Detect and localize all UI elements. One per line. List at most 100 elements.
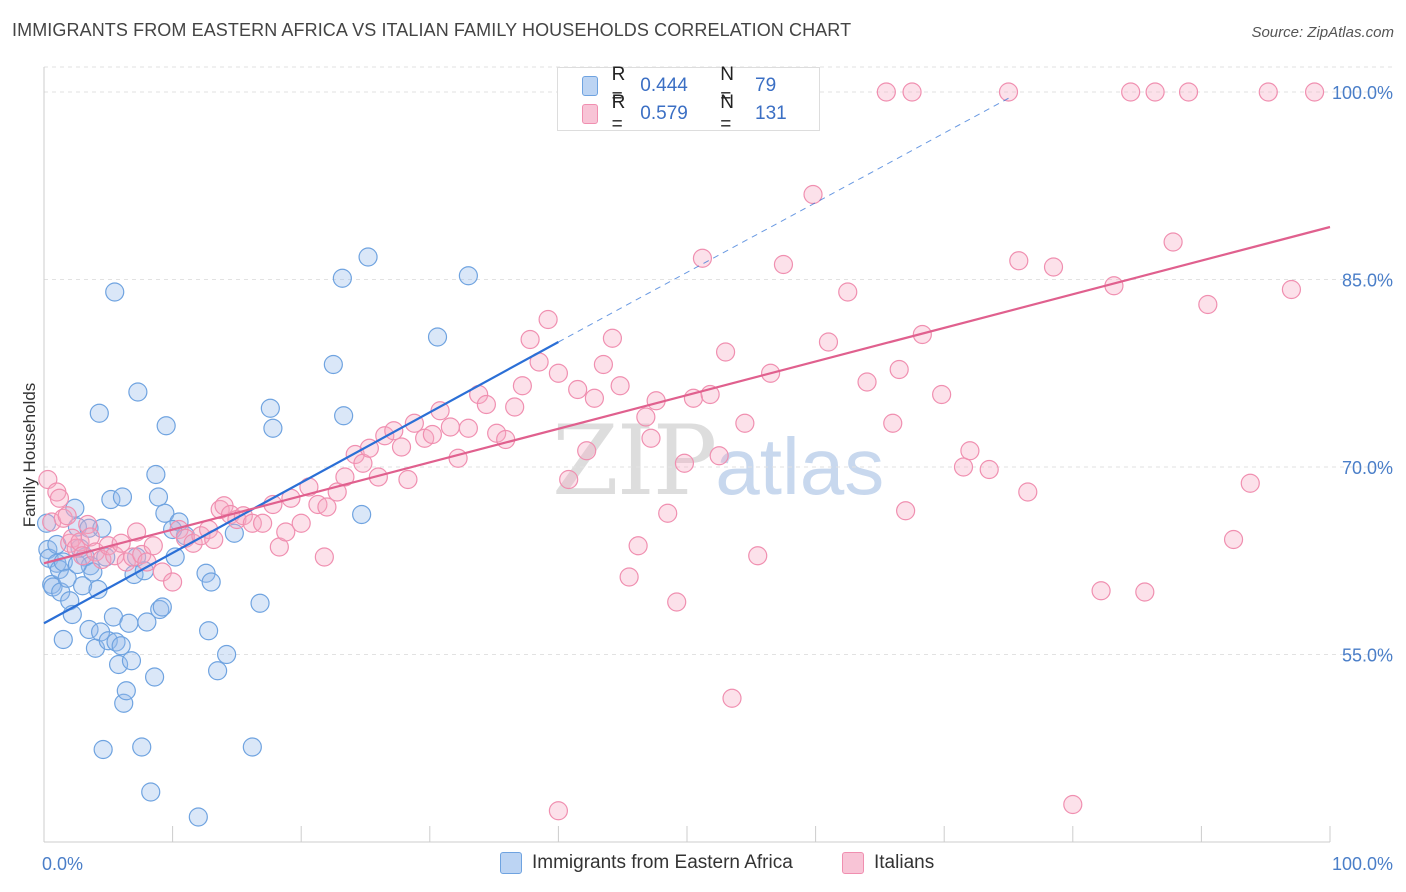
point-italians bbox=[902, 82, 922, 102]
point-italians bbox=[773, 254, 794, 275]
point-italians bbox=[143, 536, 163, 556]
point-eastern-africa bbox=[242, 737, 262, 757]
point-italians bbox=[593, 354, 614, 375]
point-eastern-africa bbox=[93, 739, 113, 760]
point-italians bbox=[49, 488, 70, 508]
legend-row-eastern-africa: R = 0.444 N = 79 bbox=[582, 64, 819, 107]
point-italians bbox=[116, 552, 136, 572]
point-eastern-africa bbox=[152, 597, 172, 617]
point-italians bbox=[568, 379, 588, 400]
point-italians bbox=[1163, 232, 1183, 252]
point-italians bbox=[692, 248, 713, 268]
point-eastern-africa bbox=[458, 266, 478, 286]
y-tick-label: 100.0% bbox=[1332, 83, 1393, 103]
point-eastern-africa bbox=[148, 487, 169, 507]
point-eastern-africa bbox=[260, 398, 280, 418]
point-eastern-africa bbox=[72, 576, 93, 596]
point-eastern-africa bbox=[141, 782, 161, 802]
point-italians bbox=[1258, 82, 1278, 102]
point-eastern-africa bbox=[114, 693, 134, 713]
point-italians bbox=[636, 407, 656, 427]
point-italians bbox=[476, 394, 496, 415]
point-italians bbox=[60, 533, 80, 553]
bottom-legend-swatch-blue bbox=[500, 852, 522, 874]
point-italians bbox=[1145, 82, 1165, 102]
point-italians bbox=[1018, 482, 1038, 502]
source-label: Source: ZipAtlas.com bbox=[1251, 24, 1394, 41]
point-italians bbox=[735, 413, 755, 433]
x-tick-label-min: 0.0% bbox=[42, 854, 83, 874]
point-italians bbox=[838, 282, 858, 302]
point-eastern-africa bbox=[106, 632, 126, 652]
point-eastern-africa bbox=[89, 403, 109, 423]
point-italians bbox=[1304, 82, 1325, 102]
point-italians bbox=[368, 467, 388, 487]
point-italians bbox=[512, 376, 532, 396]
legend-swatch-pink bbox=[582, 104, 598, 124]
point-italians bbox=[883, 413, 903, 433]
point-italians bbox=[667, 592, 687, 612]
point-italians bbox=[818, 332, 839, 352]
point-italians bbox=[391, 437, 412, 457]
point-eastern-africa bbox=[156, 416, 176, 436]
point-italians bbox=[163, 572, 183, 592]
point-italians bbox=[422, 424, 442, 445]
point-eastern-africa bbox=[79, 619, 99, 640]
point-eastern-africa bbox=[427, 327, 448, 347]
bottom-legend-label: Italians bbox=[874, 852, 935, 873]
point-eastern-africa bbox=[111, 636, 131, 656]
point-italians bbox=[1043, 257, 1064, 277]
point-eastern-africa bbox=[323, 354, 343, 375]
point-italians bbox=[658, 503, 678, 523]
point-eastern-africa bbox=[358, 247, 378, 267]
point-italians bbox=[953, 457, 974, 477]
point-italians bbox=[803, 184, 823, 205]
point-italians bbox=[548, 363, 569, 383]
point-italians bbox=[538, 309, 558, 330]
legend: R = 0.444 N = 79 R = 0.579 N = 131 bbox=[557, 64, 820, 135]
point-italians bbox=[748, 546, 768, 566]
point-italians bbox=[335, 467, 355, 487]
point-eastern-africa bbox=[108, 654, 129, 675]
point-italians bbox=[314, 547, 334, 567]
data-points bbox=[36, 82, 1325, 827]
point-eastern-africa bbox=[332, 268, 352, 288]
bottom-legend-italians: Italians bbox=[842, 852, 934, 874]
point-italians bbox=[628, 536, 648, 556]
point-italians bbox=[1009, 251, 1029, 271]
point-eastern-africa bbox=[105, 282, 125, 302]
bottom-legend-swatch-pink bbox=[842, 852, 864, 874]
legend-r-label: R = bbox=[611, 64, 626, 107]
point-italians bbox=[979, 459, 999, 480]
point-italians bbox=[1240, 473, 1260, 493]
point-eastern-africa bbox=[137, 612, 157, 632]
point-italians bbox=[520, 329, 540, 350]
point-italians bbox=[857, 372, 877, 392]
point-italians bbox=[641, 428, 661, 448]
point-italians bbox=[674, 453, 695, 473]
point-italians bbox=[276, 522, 296, 542]
tick-labels: 55.0% 70.0% 85.0% 100.0% 0.0% 100.0% bbox=[42, 83, 1393, 874]
legend-swatch-blue bbox=[582, 76, 598, 96]
point-eastern-africa bbox=[128, 382, 148, 402]
y-tick-label: 55.0% bbox=[1342, 646, 1393, 666]
point-italians bbox=[317, 497, 337, 517]
point-italians bbox=[932, 384, 952, 405]
trend-line-extension bbox=[558, 97, 1009, 343]
axes bbox=[43, 67, 1331, 843]
point-eastern-africa bbox=[132, 737, 152, 757]
point-italians bbox=[577, 441, 597, 461]
point-italians bbox=[1178, 82, 1199, 102]
point-italians bbox=[78, 514, 98, 535]
y-axis-label: Family Households bbox=[20, 383, 39, 528]
point-eastern-africa bbox=[116, 681, 136, 701]
point-italians bbox=[1223, 529, 1244, 550]
point-italians bbox=[1121, 82, 1141, 102]
point-italians bbox=[152, 562, 172, 582]
point-italians bbox=[709, 446, 729, 466]
point-italians bbox=[722, 688, 742, 708]
point-eastern-africa bbox=[150, 599, 170, 620]
point-eastern-africa bbox=[263, 418, 283, 438]
point-italians bbox=[242, 513, 262, 533]
